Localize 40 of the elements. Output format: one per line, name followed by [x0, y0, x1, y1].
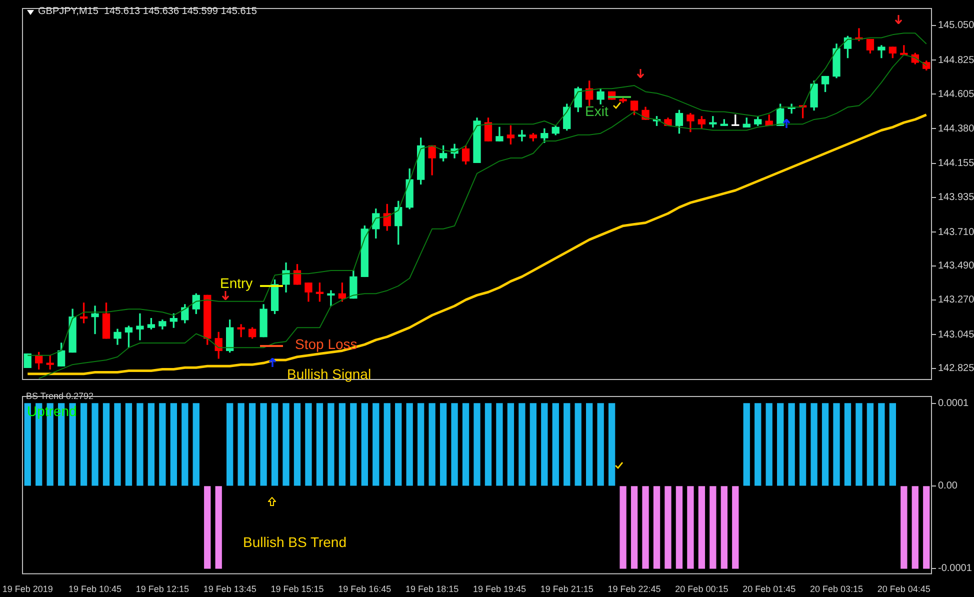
- annotation: Stop Loss: [295, 336, 358, 352]
- x-tick-label: 19 Feb 22:45: [608, 584, 661, 594]
- x-tick-label: 19 Feb 19:45: [472, 584, 526, 594]
- annotation: Exit: [585, 103, 608, 120]
- y-tick-label: 144.155: [938, 158, 974, 170]
- x-tick-label: 19 Feb 21:15: [540, 584, 594, 594]
- x-tick-label: 19 Feb 12:15: [136, 584, 189, 594]
- x-tick-label: 19 Feb 16:45: [338, 584, 392, 594]
- y-tick-label: 142.825: [938, 363, 974, 374]
- x-tick-label: 20 Feb 04:45: [877, 584, 930, 594]
- x-tick-label: 19 Feb 18:15: [406, 584, 459, 594]
- candlestick: [136, 313, 144, 340]
- y-tick-label: -0.0001: [938, 563, 972, 574]
- y-tick-label: 143.710: [938, 226, 974, 238]
- y-tick-label: 144.825: [938, 54, 974, 66]
- y-tick-label: 144.380: [938, 123, 974, 134]
- y-tick-label: 0.0001: [938, 398, 970, 410]
- y-tick-label: 145.050: [938, 20, 974, 32]
- y-tick-label: 143.490: [938, 260, 974, 272]
- candlestick: [518, 130, 526, 142]
- x-tick-label: 20 Feb 01:45: [742, 584, 796, 594]
- annotation: Bullish Signal: [287, 366, 372, 382]
- y-tick-label: 143.270: [938, 294, 974, 306]
- annotation: GBPJPY,M15 145.613 145.636 145.599 145.615: [38, 6, 257, 17]
- y-tick-label: 143.935: [938, 192, 974, 204]
- x-tick-label: 19 Feb 2019: [2, 584, 53, 594]
- candlestick: [237, 324, 245, 338]
- x-tick-label: 19 Feb 15:15: [270, 584, 324, 594]
- candlestick: [91, 306, 99, 334]
- y-tick-label: 144.605: [938, 88, 974, 100]
- annotation: Bullish BS Trend: [243, 534, 346, 550]
- x-tick-label: 19 Feb 10:45: [68, 584, 122, 594]
- candlestick: [709, 116, 717, 128]
- y-tick-label: 0.00: [938, 480, 958, 492]
- y-tick-label: 143.045: [938, 329, 974, 340]
- x-tick-label: 20 Feb 00:15: [675, 584, 728, 594]
- candlestick: [327, 290, 335, 306]
- x-tick-label: 19 Feb 13:45: [203, 584, 256, 594]
- x-tick-label: 20 Feb 03:15: [810, 584, 864, 594]
- annotation: Entry: [220, 275, 253, 292]
